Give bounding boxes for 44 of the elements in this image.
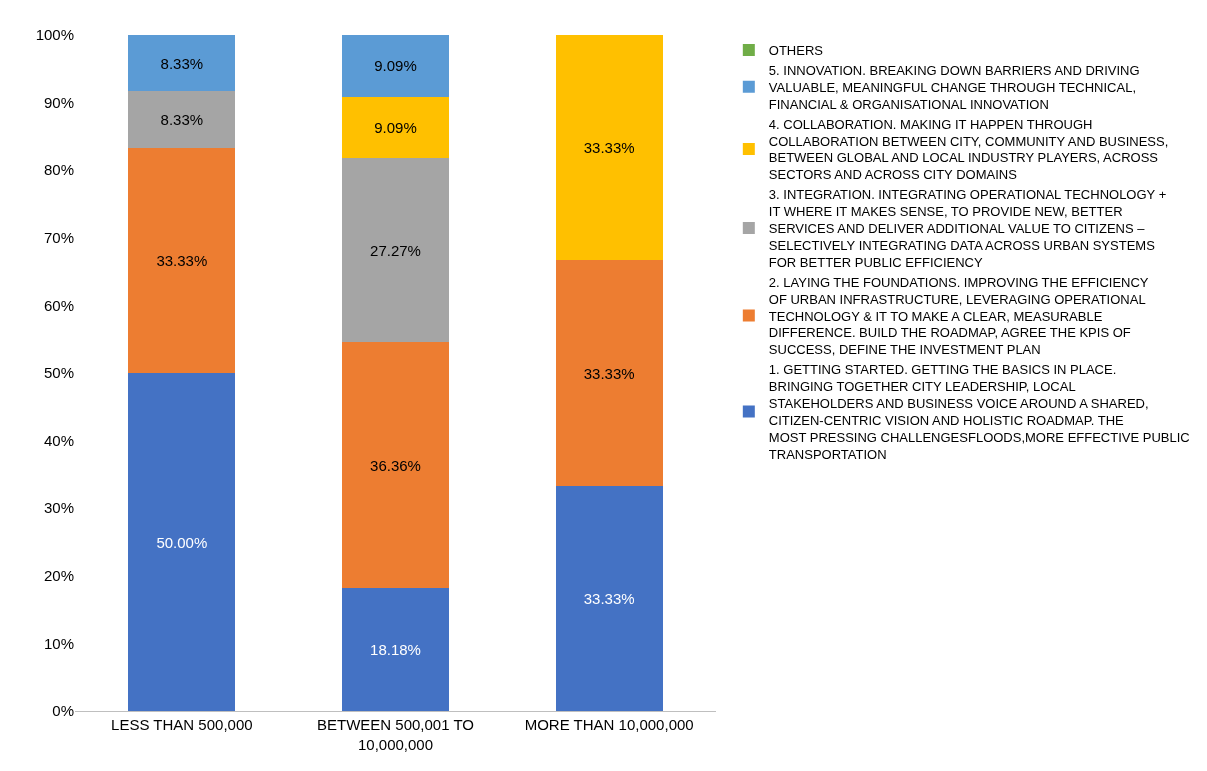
legend-label: 5. INNOVATION. BREAKING DOWN BARRIERS AND DRIVING VALUABLE, MEANINGFUL CHANGE THROUGH TECHNICAL, FINANCIAL & ORGANISATIONAL INNOVATION	[768, 62, 1140, 112]
legend-label: 3. INTEGRATION. INTEGRATING OPERATIONAL TECHNOLOGY + IT WHERE IT MAKES SENSE, TO PROVIDE NEW, BETTER SERVICES AND DELIVER ADDITIONAL VALUE TO CITIZENS – SELECTIVELY INTEGRATING DATA ACROSS URBAN SYSTEMS FOR BETTER PUBLIC EFFICIENCY	[768, 187, 1167, 270]
bar	[342, 157, 449, 343]
bar	[342, 96, 449, 158]
bar	[128, 373, 236, 711]
data-label: 18.18%	[370, 641, 421, 659]
data-label: 8.33%	[160, 54, 204, 72]
data-label: 33.33%	[583, 589, 635, 607]
x-tick-label: MORE THAN 10,000,000	[524, 716, 694, 733]
bar	[342, 35, 449, 97]
bar	[342, 588, 449, 711]
x-tick-label: BETWEEN 500,001 TO 10,000,000	[316, 716, 475, 753]
bar	[128, 35, 236, 92]
x-tick-label: LESS THAN 500,000	[111, 716, 253, 733]
data-label: 33.33%	[583, 364, 635, 382]
legend-label: 4. COLLABORATION. MAKING IT HAPPEN THROUGH COLLABORATION BETWEEN CITY, COMMUNITY AND BUSINESS, BETWEEN GLOBAL AND LOCAL INDUSTRY PLAYERS, ACROSS SECTORS AND ACROSS CITY DOMAINS	[768, 116, 1169, 183]
legend-label: 1. GETTING STARTED. GETTING THE BASICS IN PLACE. BRINGING TOGETHER CITY LEADERSHIP, LOCAL STAKEHOLDERS AND BUSINESS VOICE AROUND A SHARED, CITIZEN-CENTRIC VISION AND HOLISTIC ROADMAP. THE MOST PRESSING CHALLENGESFLOODS,MORE EFFECTIVE PUBLIC TRANSPORTATION	[768, 362, 1190, 462]
data-label: 9.09%	[374, 118, 417, 136]
data-label: 33.33%	[156, 251, 208, 269]
data-label: 8.33%	[160, 111, 204, 129]
y-tick-label: 10%	[43, 634, 74, 652]
bar	[555, 485, 663, 711]
data-label: 27.27%	[370, 241, 421, 259]
y-tick-label: 100%	[35, 26, 74, 44]
y-tick-label: 70%	[43, 229, 74, 247]
y-tick-label: 90%	[43, 93, 74, 111]
legend-label: 2. LAYING THE FOUNDATIONS. IMPROVING THE EFFICIENCY OF URBAN INFRASTRUCTURE, LEVERAGING OPERATIONAL TECHNOLOGY & IT TO MAKE A CLEAR, MEASURABLE DIFFERENCE. BUILD THE ROADMAP, AGREE THE KPIS OF SUCCESS, DEFINE THE INVESTMENT PLAN	[768, 274, 1149, 358]
y-tick-label: 20%	[43, 567, 74, 585]
y-tick-label: 50%	[43, 364, 74, 382]
data-label: 9.09%	[374, 57, 417, 75]
y-tick-label: 80%	[43, 161, 74, 179]
y-tick-label: 30%	[43, 499, 74, 517]
y-tick-label: 40%	[43, 431, 74, 449]
bar	[555, 35, 663, 261]
bar	[128, 147, 236, 373]
data-label: 36.36%	[370, 456, 421, 474]
legend-label: OTHERS	[768, 43, 824, 59]
bar	[128, 91, 236, 148]
data-label: 50.00%	[156, 533, 208, 551]
data-label: 33.33%	[583, 139, 635, 157]
y-tick-label: 0%	[52, 702, 74, 720]
bar	[342, 342, 449, 589]
bar	[555, 260, 663, 486]
y-tick-label: 60%	[43, 296, 74, 314]
